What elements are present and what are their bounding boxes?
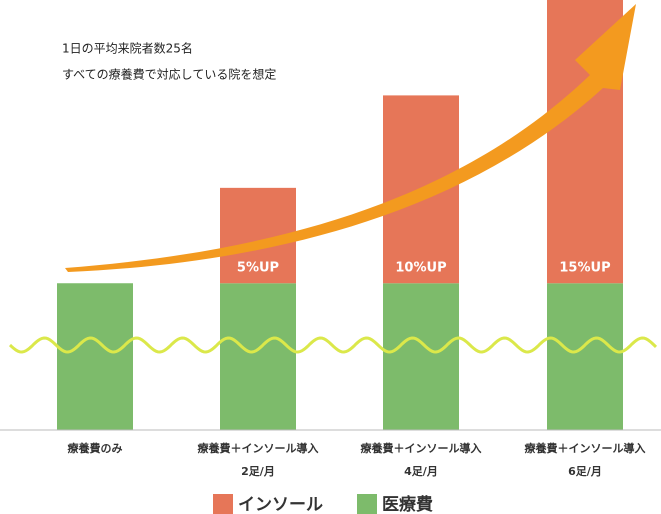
- bar-segment: [220, 283, 296, 430]
- annotation: 10%UP: [395, 261, 446, 276]
- bar-segment: [57, 283, 133, 430]
- bar-segment: [547, 283, 623, 430]
- x-tick-label: 療養費＋インソール導入 4足/月: [360, 442, 482, 478]
- x-tick-label: 療養費のみ: [67, 442, 123, 455]
- note: すべての療養費で対応している院を想定: [62, 67, 276, 82]
- legend-label: 医療費: [382, 494, 433, 514]
- bar-segment: [383, 283, 459, 430]
- annotation: 5%UP: [237, 261, 279, 276]
- x-tick-label: 療養費＋インソール導入 6足/月: [524, 442, 646, 478]
- annotation: 15%UP: [559, 261, 610, 276]
- legend-swatch: [357, 494, 377, 514]
- axis-break: [8, 336, 658, 354]
- growth-arrow: [65, 4, 636, 272]
- legend-label: インソール: [238, 495, 323, 514]
- note: 1日の平均来院者数25名: [62, 41, 193, 56]
- legend-swatch: [213, 494, 233, 514]
- x-tick-label: 療養費＋インソール導入 2足/月: [197, 442, 319, 478]
